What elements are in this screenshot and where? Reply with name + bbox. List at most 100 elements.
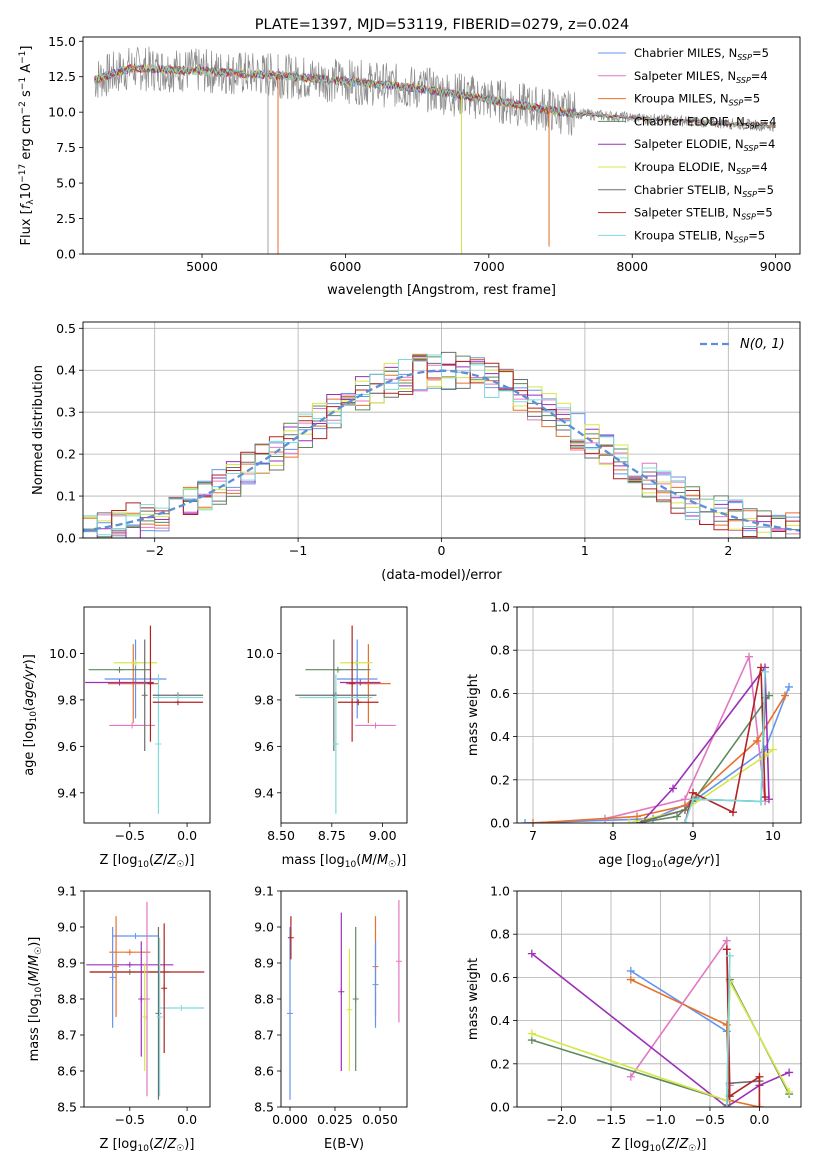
- errorbar-marker: [129, 722, 136, 729]
- y-tick-label: 0.0: [490, 1100, 510, 1115]
- errorbar-marker: [132, 933, 139, 939]
- x-tick-label: 0.0: [177, 828, 197, 843]
- y-tick-label: 10.0: [49, 646, 77, 661]
- gaussian-curve: [83, 369, 800, 532]
- errorbar-marker: [354, 676, 361, 682]
- y-tick-label: 8.5: [57, 1100, 77, 1115]
- errorbar-marker: [141, 692, 148, 699]
- figure-title: PLATE=1397, MJD=53119, FIBERID=0279, z=0…: [255, 17, 629, 33]
- errorbar-marker: [155, 741, 162, 748]
- y-tick-label: 9.8: [254, 692, 274, 707]
- x-tick-label: 7000: [473, 259, 505, 274]
- x-tick-label: 9: [689, 828, 697, 843]
- x-axis-label: Z [log10(Z/Z☉)]: [612, 1137, 707, 1154]
- errorbar-marker: [395, 958, 402, 965]
- x-tick-label: 1: [581, 543, 589, 558]
- x-axis-label: mass [log10(M/M☉)]: [282, 853, 407, 870]
- x-tick-label: 7: [529, 828, 537, 843]
- y-tick-label: 10.0: [246, 646, 274, 661]
- y-tick-label: 10.0: [48, 105, 76, 120]
- errorbar-marker: [132, 659, 139, 666]
- y-tick-label: 8.6: [57, 1064, 77, 1079]
- errorbar-marker: [365, 680, 372, 687]
- legend-label: Chabrier STELIB, NSSP=5: [634, 183, 774, 199]
- x-tick-label: 8000: [616, 259, 648, 274]
- errorbar-marker: [174, 694, 181, 701]
- weight-point-marker: [529, 819, 537, 823]
- x-tick-label: −2: [145, 543, 163, 558]
- y-tick-label: 1.0: [490, 600, 510, 615]
- errorbar-marker: [338, 988, 345, 995]
- y-tick-label: 0.0: [56, 531, 76, 546]
- legend-label: Kroupa MILES, NSSP=5: [634, 92, 760, 108]
- y-tick-label: 9.0: [254, 920, 274, 935]
- errorbar-marker: [352, 996, 359, 1002]
- errorbar-marker: [126, 949, 133, 956]
- weight-series-line: [640, 665, 770, 823]
- weight-series-line: [684, 671, 766, 823]
- y-tick-label: 12.5: [48, 69, 76, 84]
- x-tick-label: 8.50: [267, 828, 295, 843]
- y-tick-label: 8.5: [254, 1100, 274, 1115]
- weight-point-marker: [761, 667, 769, 676]
- age_vs_Z-axes: −0.5 0.0 9.4 9.6 9.8 10.0 Z [log10(Z/Z☉)] age […: [22, 606, 211, 870]
- x-axis-label: age [log10(age/yr)]: [598, 853, 720, 870]
- weight-series-line: [524, 686, 790, 823]
- x-tick-label: 0.050: [362, 1112, 398, 1127]
- errorbar-marker: [138, 996, 145, 1002]
- errorbar-marker: [126, 961, 133, 968]
- y-tick-label: 15.0: [48, 34, 76, 49]
- weight-point-marker: [757, 663, 765, 672]
- errorbar-marker: [357, 679, 364, 686]
- spectrum-axes: 5000 6000 7000 8000 9000 0.0 2.5 5.0 7.5 10.0 12.5…: [18, 34, 801, 298]
- legend-label: Chabrier ELODIE, NSSP=4: [634, 114, 776, 130]
- weight-series-line: [604, 653, 766, 820]
- x-tick-label: 6000: [330, 259, 362, 274]
- spectrum-marks: [94, 46, 776, 254]
- errorbar-marker: [109, 974, 116, 981]
- weight-series-line: [531, 952, 790, 1107]
- weight-point-marker: [755, 1072, 764, 1081]
- y-tick-label: 0.4: [490, 729, 510, 744]
- y-axis-label: mass [log10(M/M☉)]: [27, 937, 44, 1062]
- weight-point-marker: [745, 652, 753, 661]
- mass_vs_Z-axes: −0.5 0.0 8.5 8.6 8.7 8.8 8.9 9.0 9.1 Z [log10(Z/Z…: [27, 884, 211, 1154]
- y-axis-label: Flux [fλ10−17 erg cm−2 s−1 A−1]: [18, 46, 36, 246]
- weight-point-marker: [757, 797, 765, 806]
- errorbar-marker: [161, 985, 168, 992]
- errorbar-marker: [130, 680, 137, 687]
- x-tick-label: −0.5: [115, 828, 145, 843]
- weight-point-marker: [729, 808, 737, 817]
- weight-series-line: [726, 955, 731, 1107]
- weight-series-line: [644, 697, 766, 822]
- errorbar-marker: [155, 1010, 162, 1017]
- x-tick-label: 0.000: [272, 1112, 308, 1127]
- y-tick-label: 0.2: [490, 772, 510, 787]
- weight-point-marker: [521, 819, 529, 823]
- y-tick-label: 0.8: [490, 927, 510, 942]
- y-tick-label: 8.7: [57, 1028, 77, 1043]
- weight-point-marker: [722, 936, 731, 945]
- y-tick-label: 0.5: [56, 321, 76, 336]
- weight-point-marker: [722, 1103, 731, 1107]
- x-axis-label: Z [log10(Z/Z☉)]: [100, 853, 195, 870]
- weight-point-marker: [785, 682, 793, 691]
- weight-series-line: [628, 748, 774, 823]
- y-tick-label: 2.5: [56, 211, 76, 226]
- errorbar-marker: [332, 694, 339, 701]
- errorbar-marker: [287, 1010, 293, 1017]
- histogram-step: [83, 354, 800, 538]
- y-tick-label: 9.1: [57, 884, 77, 899]
- y-tick-label: 7.5: [56, 140, 76, 155]
- age_vs_mass-marks: [295, 625, 396, 814]
- axes-frame: [82, 321, 801, 539]
- y-tick-label: 0.3: [56, 405, 76, 420]
- y-tick-label: 9.1: [254, 884, 274, 899]
- y-tick-label: 0.0: [56, 247, 76, 262]
- age_vs_mass-axes: 8.50 8.75 9.00 9.4 9.6 9.8 10.0 mass [log10(M/M…: [246, 606, 408, 870]
- legend-label: Salpeter MILES, NSSP=4: [634, 69, 768, 85]
- y-tick-label: 9.6: [57, 739, 77, 754]
- y-tick-label: 9.8: [57, 692, 77, 707]
- mass_vs_ebv-marks: [287, 900, 402, 1100]
- weight-point-marker: [626, 1072, 635, 1081]
